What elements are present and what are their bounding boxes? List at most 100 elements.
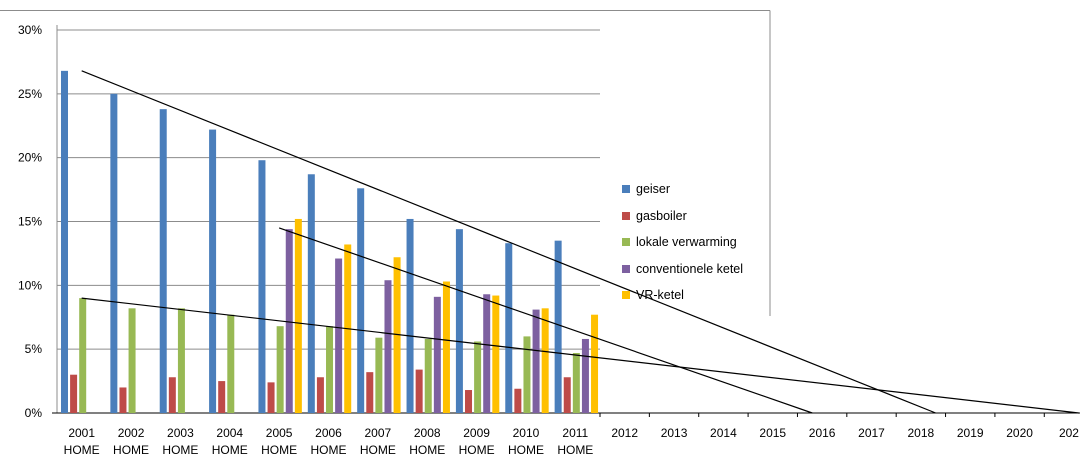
bar-lokale-verwarming (523, 336, 531, 413)
bar-VR-ketel (393, 257, 401, 413)
bar-gasboiler (514, 388, 522, 413)
bar-conventionele-ketel (335, 258, 343, 413)
x-tick-label: 2017 (858, 426, 885, 440)
y-tick-label: 0% (25, 406, 43, 420)
bar-geiser (110, 93, 118, 413)
bar-lokale-verwarming (177, 308, 185, 413)
bar-geiser (406, 218, 414, 413)
bar-lokale-verwarming (128, 308, 136, 413)
x-tick-sublabel: HOME (360, 443, 396, 457)
legend-swatch (622, 238, 630, 247)
bar-lokale-verwarming (276, 326, 284, 413)
y-tick-label: 10% (18, 278, 42, 292)
bar-geiser (159, 109, 167, 414)
bar-geiser (61, 70, 68, 413)
bars (61, 70, 599, 414)
bar-gasboiler (267, 382, 275, 413)
bar-gasboiler (415, 369, 423, 413)
x-tick-label: 2007 (365, 426, 392, 440)
x-axis-labels: 2001 HOME 2002 HOME 2003 HOME 2004 HOME 2005 HOME… (64, 413, 1079, 457)
bar-conventionele-ketel (384, 280, 392, 413)
x-tick-label: 2009 (463, 426, 490, 440)
bar-gasboiler (563, 377, 571, 413)
bar-gasboiler (366, 372, 374, 413)
x-tick-sublabel: HOME (311, 443, 347, 457)
legend-item: lokale verwarming (622, 229, 782, 256)
bar-lokale-verwarming (572, 352, 580, 413)
x-tick-label: 2018 (908, 426, 935, 440)
bar-geiser (505, 243, 513, 413)
bar-gasboiler (465, 390, 473, 413)
trend-line (278, 227, 813, 414)
legend-swatch (622, 291, 630, 300)
legend-item: VR-ketel (622, 282, 782, 309)
x-tick-sublabel: HOME (64, 443, 100, 457)
x-tick-label: 2004 (216, 426, 243, 440)
y-tick-label: 15% (18, 215, 42, 229)
x-tick-label: 2019 (957, 426, 984, 440)
x-tick-sublabel: HOME (557, 443, 593, 457)
bar-lokale-verwarming (375, 337, 383, 413)
bar-geiser (455, 229, 463, 413)
bar-gasboiler (316, 377, 324, 413)
gridlines (57, 29, 600, 350)
legend-label: lokale verwarming (636, 235, 737, 250)
bar-VR-ketel (492, 295, 500, 413)
bar-lokale-verwarming (227, 314, 235, 413)
x-tick-label: 2005 (266, 426, 293, 440)
bar-lokale-verwarming (326, 326, 334, 413)
x-tick-label: 2006 (315, 426, 342, 440)
x-tick-label: 2008 (414, 426, 441, 440)
bar-geiser (307, 174, 315, 413)
x-tick-sublabel: HOME (459, 443, 495, 457)
bar-geiser (357, 188, 365, 413)
y-tick-label: 20% (18, 151, 42, 165)
bar-gasboiler (168, 377, 176, 413)
x-tick-label: 2003 (167, 426, 194, 440)
bar-gasboiler (218, 381, 226, 413)
bar-VR-ketel (442, 281, 450, 413)
bar-VR-ketel (294, 218, 302, 413)
legend-item: geiser (622, 176, 782, 203)
legend-swatch (622, 264, 630, 273)
x-tick-sublabel: HOME (212, 443, 248, 457)
legend-label: geiser (636, 182, 671, 197)
x-tick-label: 2001 (68, 426, 95, 440)
trend-lines (81, 70, 1079, 414)
bar-lokale-verwarming (79, 298, 87, 413)
bar-geiser (209, 129, 217, 413)
x-tick-sublabel: HOME (162, 443, 198, 457)
legend-swatch (622, 185, 630, 194)
legend: geiser gasboiler lokale verwarming conventi… (622, 176, 782, 309)
legend-swatch (622, 211, 630, 220)
x-tick-sublabel: HOME (409, 443, 445, 457)
bar-lokale-verwarming (424, 338, 432, 413)
x-tick-sublabel: HOME (508, 443, 544, 457)
bar-geiser (258, 160, 266, 413)
bar-gasboiler (119, 387, 127, 413)
x-tick-label: 2002 (118, 426, 145, 440)
x-tick-sublabel: HOME (113, 443, 149, 457)
legend-label: conventionele ketel (636, 261, 744, 276)
x-tick-label: 2015 (759, 426, 786, 440)
bar-conventionele-ketel (532, 309, 540, 413)
x-tick-label: 2010 (513, 426, 540, 440)
bar-VR-ketel (541, 308, 549, 413)
legend-label: VR-ketel (636, 288, 684, 303)
y-tick-label: 30% (18, 23, 42, 37)
x-tick-label: 2020 (1006, 426, 1033, 440)
y-tick-label: 25% (18, 87, 42, 101)
y-tick-label: 5% (25, 342, 43, 356)
bar-conventionele-ketel (285, 229, 293, 413)
x-tick-label: 202 (1059, 426, 1079, 440)
x-tick-label: 2013 (661, 426, 688, 440)
bar-conventionele-ketel (483, 294, 491, 413)
bar-geiser (554, 240, 562, 413)
legend-item: gasboiler (622, 203, 782, 230)
legend-label: gasboiler (636, 208, 687, 223)
x-tick-label: 2016 (809, 426, 836, 440)
trend-line (81, 297, 1079, 414)
bar-gasboiler (70, 374, 78, 413)
x-tick-sublabel: HOME (261, 443, 297, 457)
